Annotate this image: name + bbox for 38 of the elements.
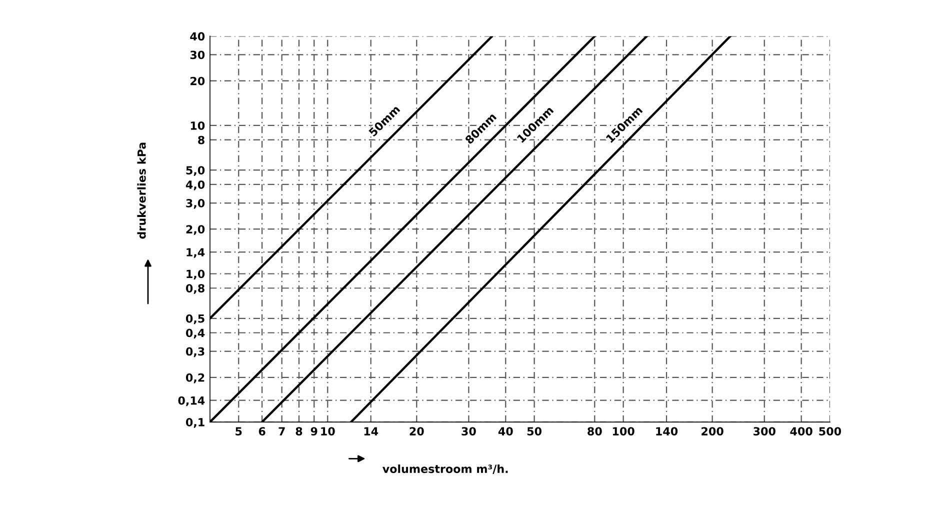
y-tick-label: 0,4 [186,328,205,339]
x-axis-title: volumestroom m³/h. [382,464,508,474]
y-tick-label: 2,0 [186,225,205,235]
y-tick-label: 0,14 [178,396,205,406]
y-tick-label: 0,8 [186,284,204,294]
x-tick-label: 200 [702,427,724,436]
x-tick-label: 5 [236,427,242,436]
x-tick-label: 500 [819,427,842,436]
y-tick-label: 0,1 [186,418,204,428]
y-tick-label: 30 [190,50,205,60]
x-tick-label: 400 [790,427,812,436]
y-axis-title: drukverlies kPa [137,142,146,239]
x-tick-label: 10 [321,427,335,436]
x-tick-label: 30 [462,427,476,436]
y-tick-label: 40 [190,32,205,41]
x-tick-label: 20 [410,427,424,436]
x-tick-label: 80 [588,427,602,436]
y-tick-label: 1,0 [186,270,205,280]
x-tick-label: 8 [296,427,302,436]
y-tick-label: 0,2 [186,373,204,384]
x-tick-label: 9 [310,427,318,436]
x-tick-label: 40 [498,427,513,436]
y-tick-label: 5,0 [186,166,205,176]
y-tick-label: 0,3 [186,347,204,358]
y-tick-label: 0,5 [186,314,204,324]
y-tick-label: 10 [190,121,205,130]
y-tick-label: 20 [190,76,205,86]
y-tick-label: 3,0 [186,198,205,209]
x-tick-label: 14 [364,427,378,436]
x-tick-label: 6 [258,427,266,436]
x-tick-label: 50 [527,427,542,436]
x-tick-label: 140 [656,427,678,436]
x-tick-label: 300 [754,427,776,436]
y-tick-label: 8 [198,136,204,144]
x-tick-label: 100 [612,427,634,436]
x-tick-label: 7 [278,427,285,436]
y-tick-label: 4,0 [186,180,205,190]
y-tick-label: 1,4 [186,248,205,258]
